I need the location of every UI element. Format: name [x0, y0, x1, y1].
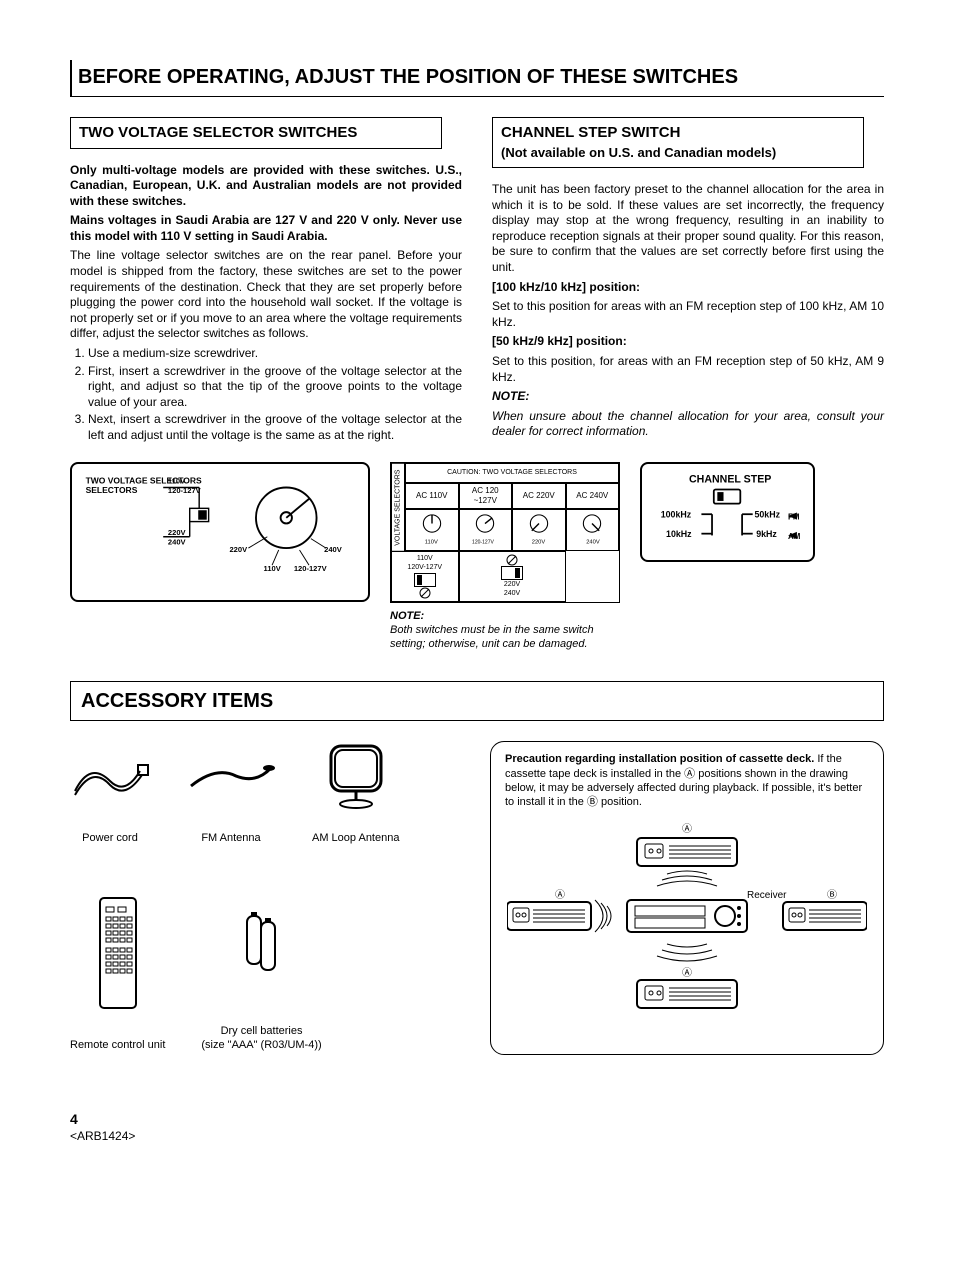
fm-antenna-label: FM Antenna	[201, 832, 260, 844]
note-body: When unsure about the channel allocation…	[492, 409, 884, 440]
batteries-label: Dry cell batteries	[221, 1025, 303, 1037]
col-110v: AC 110V	[405, 483, 459, 510]
side-label: VOLTAGE SELECTORS	[391, 463, 405, 552]
diagrams-row: TWO VOLTAGE SELECTORS SELECTORS 110V 120…	[70, 462, 884, 652]
page-footer: 4 <ARB1424>	[70, 1110, 884, 1144]
am-antenna-icon	[312, 741, 399, 811]
left-column: TWO VOLTAGE SELECTOR SWITCHES Only multi…	[70, 117, 462, 448]
accessory-row: Power cord FM Antenna AM Loop Antenna	[70, 741, 884, 1080]
power-cord-item: Power cord	[70, 741, 150, 845]
svg-text:220V: 220V	[229, 544, 247, 553]
svg-text:120-127V: 120-127V	[472, 540, 494, 546]
svg-text:SELECTORS: SELECTORS	[86, 485, 138, 495]
svg-text:110V: 110V	[425, 540, 438, 546]
channel-step-diagram: CHANNEL STEP 100kHz 10kHz 50kHz 9kHz FM …	[640, 462, 815, 562]
svg-text:110V: 110V	[168, 476, 185, 485]
svg-text:9kHz: 9kHz	[756, 529, 777, 539]
dia2-note-h: NOTE:	[390, 610, 424, 622]
am-antenna-item: AM Loop Antenna	[312, 741, 399, 845]
voltage-note1: Only multi-voltage models are provided w…	[70, 163, 462, 210]
remote-icon	[70, 888, 165, 1018]
note-heading: NOTE:	[492, 389, 884, 405]
voltage-selector-diagram: TWO VOLTAGE SELECTORS SELECTORS 110V 120…	[70, 462, 370, 602]
svg-text:220V: 220V	[532, 540, 546, 546]
svg-text:CHANNEL STEP: CHANNEL STEP	[689, 473, 771, 485]
voltage-steps: Use a medium-size screwdriver. First, in…	[70, 346, 462, 444]
power-cord-icon	[70, 741, 150, 811]
voltage-body: The line voltage selector switches are o…	[70, 248, 462, 342]
doc-code: <ARB1424>	[70, 1129, 135, 1143]
pos100-body: Set to this position for areas with an F…	[492, 299, 884, 330]
svg-text:Receiver: Receiver	[747, 890, 787, 901]
voltage-heading: TWO VOLTAGE SELECTOR SWITCHES	[70, 117, 442, 149]
svg-text:240V: 240V	[168, 537, 186, 546]
caution-selector-diagram: VOLTAGE SELECTORS CAUTION: TWO VOLTAGE S…	[390, 462, 620, 652]
remote-item: Remote control unit	[70, 888, 165, 1052]
svg-text:Ⓑ: Ⓑ	[827, 889, 837, 901]
svg-text:240V: 240V	[586, 540, 600, 546]
svg-text:Ⓐ: Ⓐ	[682, 823, 692, 835]
batteries-size: (size "AAA" (R03/UM-4))	[201, 1039, 321, 1051]
am-antenna-label: AM Loop Antenna	[312, 832, 399, 844]
remote-label: Remote control unit	[70, 1039, 165, 1051]
voltage-note2: Mains voltages in Saudi Arabia are 127 V…	[70, 213, 462, 244]
svg-text:50kHz: 50kHz	[754, 509, 780, 519]
caution-caption: CAUTION: TWO VOLTAGE SELECTORS	[405, 463, 619, 483]
col-120v: AC 120 ~127V	[459, 483, 513, 510]
step-2: First, insert a screwdriver in the groov…	[88, 364, 462, 411]
channel-heading-text: CHANNEL STEP SWITCH	[501, 124, 680, 141]
right-column: CHANNEL STEP SWITCH (Not available on U.…	[492, 117, 884, 448]
accessory-heading: ACCESSORY ITEMS	[70, 681, 884, 721]
svg-text:220V: 220V	[168, 527, 186, 536]
precaution-box: Precaution regarding installation positi…	[490, 741, 884, 1054]
channel-heading: CHANNEL STEP SWITCH (Not available on U.…	[492, 117, 864, 168]
install-position-diagram: Ⓐ Receiver Ⓐ	[505, 820, 869, 1044]
channel-subheading: (Not available on U.S. and Canadian mode…	[501, 145, 776, 160]
col-240v: AC 240V	[566, 483, 620, 510]
pos50-body: Set to this position, for areas with an …	[492, 354, 884, 385]
svg-text:AM: AM	[788, 532, 801, 541]
page-number: 4	[70, 1111, 78, 1127]
svg-text:120-127V: 120-127V	[294, 563, 327, 572]
svg-text:240V: 240V	[324, 544, 342, 553]
svg-text:Ⓐ: Ⓐ	[682, 967, 692, 979]
batteries-item: Dry cell batteries (size "AAA" (R03/UM-4…	[201, 874, 321, 1053]
power-cord-label: Power cord	[82, 832, 138, 844]
page-title: BEFORE OPERATING, ADJUST THE POSITION OF…	[70, 60, 884, 97]
dia2-note: Both switches must be in the same switch…	[390, 624, 594, 650]
svg-text:100kHz: 100kHz	[661, 509, 692, 519]
precaution-heading: Precaution regarding installation positi…	[505, 753, 814, 765]
step-1: Use a medium-size screwdriver.	[88, 346, 462, 362]
pos50-heading: [50 kHz/9 kHz] position:	[492, 334, 884, 350]
channel-body: The unit has been factory preset to the …	[492, 182, 884, 276]
col-220v: AC 220V	[512, 483, 566, 510]
svg-text:Ⓐ: Ⓐ	[555, 889, 565, 901]
step-3: Next, insert a screwdriver in the groove…	[88, 412, 462, 443]
columns: TWO VOLTAGE SELECTOR SWITCHES Only multi…	[70, 117, 884, 448]
fm-antenna-item: FM Antenna	[186, 741, 276, 845]
fm-antenna-icon	[186, 741, 276, 811]
pos100-heading: [100 kHz/10 kHz] position:	[492, 280, 884, 296]
svg-text:FM: FM	[788, 512, 800, 521]
svg-text:10kHz: 10kHz	[666, 529, 692, 539]
batteries-icon	[201, 874, 321, 1004]
